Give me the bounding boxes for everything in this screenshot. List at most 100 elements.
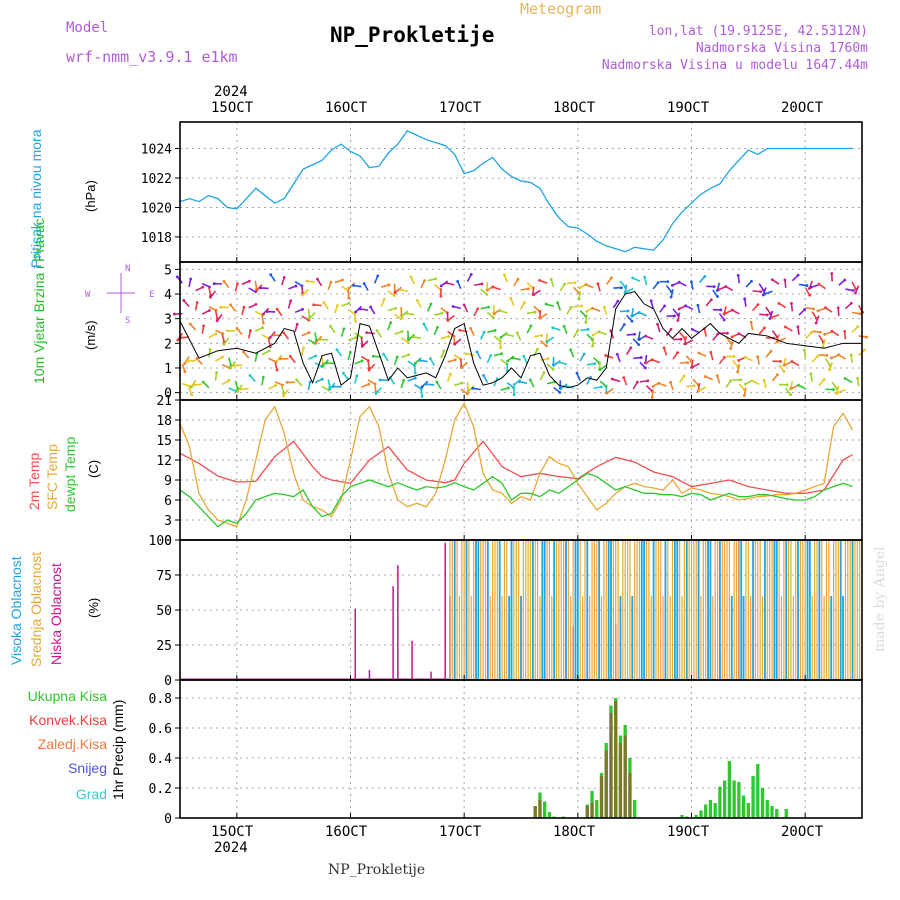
- wind-arrow-head: [862, 348, 866, 352]
- wind-arrow-head: [724, 285, 728, 288]
- ytick-label: 0.4: [149, 752, 173, 767]
- wind-arrow-head: [759, 290, 762, 294]
- precip-total-bar: [727, 761, 732, 818]
- wind-arrow-head: [657, 381, 661, 385]
- wind-arrow-head: [843, 377, 847, 380]
- wind-arrow-head: [272, 333, 276, 337]
- wind-arrow-head: [536, 347, 539, 351]
- wind-arrow-head: [354, 320, 357, 323]
- wind-arrow-head: [392, 294, 396, 298]
- wind-arrow-head: [275, 368, 279, 372]
- wind-arrow-head: [597, 330, 601, 334]
- wind-arrow-head: [282, 394, 286, 398]
- wind-arrow-head: [666, 280, 670, 284]
- compass-e-label: E: [149, 290, 154, 300]
- wind-arrow-head: [782, 370, 786, 373]
- wind-arrow-head: [512, 383, 516, 386]
- wind-arrow-head: [631, 276, 635, 280]
- wind-arrow-head: [616, 299, 620, 303]
- wind-arrow-head: [551, 326, 555, 330]
- wind-arrow-head: [489, 354, 493, 357]
- wind-arrow-head: [376, 274, 380, 278]
- wind-arrow-head: [360, 345, 364, 348]
- day-label-bottom-5: 19OCT: [667, 824, 710, 840]
- wind-arrow-head: [466, 392, 469, 396]
- ytick-label: 1: [164, 362, 172, 377]
- wind-arrow-head: [469, 326, 472, 330]
- wind-arrow-head: [546, 357, 550, 361]
- precip-legend-freezing: Zaledj.Kisa: [37, 736, 107, 752]
- wind-arrow-head: [677, 280, 681, 284]
- panel-frame: [179, 679, 863, 819]
- wind-arrow-head: [662, 346, 666, 350]
- wind-arrow-head: [796, 325, 800, 329]
- precip-total-bar: [708, 800, 713, 818]
- wind-arrow-head: [770, 316, 774, 319]
- wind-arrow-head: [354, 336, 358, 339]
- wind-arrow-head: [817, 282, 821, 286]
- ytick-label: 100: [149, 534, 172, 549]
- wind-arrow-head: [269, 273, 273, 277]
- wind-arrow-head: [843, 278, 847, 282]
- wind-arrow-head: [442, 349, 446, 353]
- wind-arrow-head: [703, 275, 707, 278]
- wind-arrow-head: [342, 327, 346, 331]
- wind-arrow-head: [639, 356, 643, 359]
- precip-conv-bar: [628, 773, 632, 818]
- wind-arrow-head: [544, 344, 548, 348]
- wind-arrow-head: [805, 284, 809, 287]
- wind-arrow-head: [480, 282, 484, 286]
- wind-arrow-head: [624, 290, 628, 294]
- wind-arrow-head: [393, 291, 397, 295]
- wind-arrow-head: [730, 335, 734, 339]
- wind-arrow-head: [722, 356, 726, 359]
- wind-arrow-head: [183, 362, 187, 365]
- wind-arrow-head: [261, 375, 265, 379]
- wind-arrow-head: [176, 338, 180, 342]
- wind-arrow-head: [301, 293, 305, 297]
- wind-arrow-head: [394, 306, 397, 310]
- wind-arrow-head: [424, 382, 428, 386]
- wind-arrow-head: [435, 380, 439, 384]
- wind-arrow-head: [527, 287, 530, 291]
- wind-arrow-head: [365, 331, 369, 335]
- wind-arrow-head: [367, 368, 371, 372]
- wind-arrow-head: [506, 359, 510, 363]
- wind-arrow-head: [229, 303, 232, 307]
- wind-arrow-head: [460, 366, 463, 370]
- wind-arrow-head: [242, 350, 245, 354]
- wind-arrow-head: [599, 385, 603, 389]
- wind-arrow-head: [563, 282, 567, 286]
- wind-arrow-head: [268, 336, 272, 340]
- wind-arrow-head: [545, 340, 549, 344]
- wind-arrow-head: [328, 387, 332, 391]
- wind-arrow-head: [816, 309, 820, 313]
- wind-arrow-head: [723, 311, 727, 315]
- wind-arrow-head: [332, 385, 335, 389]
- wind-arrow-head: [195, 301, 199, 304]
- wind-arrow-head: [629, 346, 633, 350]
- day-label-bottom-4: 18OCT: [553, 824, 596, 840]
- wind-arrow-head: [328, 324, 332, 328]
- wind-arrow-head: [255, 289, 258, 293]
- wind-arrow-head: [182, 299, 186, 302]
- wind-arrow-head: [462, 303, 466, 307]
- wind-arrow-head: [476, 307, 480, 311]
- ytick-label: 0: [164, 387, 172, 402]
- wind-arrow-head: [422, 322, 426, 326]
- wind-arrow-head: [321, 364, 325, 368]
- pressure-line: [179, 130, 853, 253]
- wind-arrow-head: [743, 297, 747, 301]
- precip-conv-bar: [599, 776, 604, 818]
- wind-arrow-head: [709, 298, 713, 302]
- wind-arrow-head: [499, 346, 502, 350]
- precip-total-bar: [737, 782, 741, 818]
- wind-arrow-head: [777, 301, 781, 305]
- wind-arrow-head: [650, 358, 654, 362]
- wind-arrow-head: [644, 334, 648, 338]
- wind-arrow-head: [208, 347, 212, 351]
- wind-arrow-head: [576, 329, 580, 333]
- ytick-label: 1022: [141, 172, 172, 187]
- wind-arrow-head: [809, 285, 813, 289]
- wind-arrow-head: [670, 283, 674, 287]
